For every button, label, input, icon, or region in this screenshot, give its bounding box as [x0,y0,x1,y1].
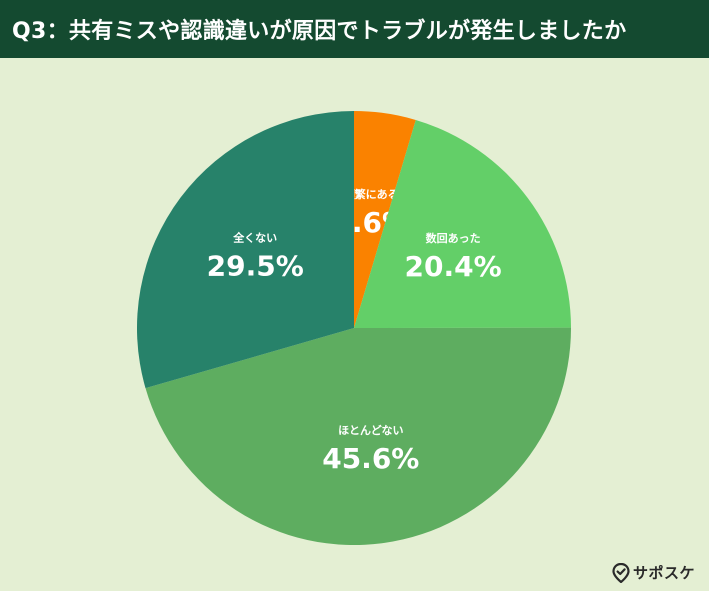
brand-logo: サポスケ [612,562,695,583]
pie-slice-3-label: ほとんどない [338,424,403,437]
location-pin-check-icon [612,562,630,583]
pie-slice-2-label: 数回あった [426,231,481,245]
pie-slice-1 [354,111,416,328]
pie-slice-1-label: 頻繁にある [344,187,399,201]
pie-slice-3-value: 45.6% [322,442,419,475]
brand-name: サポスケ [632,564,695,582]
pie-slice-4 [136,110,354,389]
pie-slice-4-label: 全くない [232,231,277,245]
pie-slice-2-value: 20.4% [405,250,502,283]
title-bar: Q3：共有ミスや認識違いが原因でトラブルが発生しましたか [0,0,709,58]
chart-title: Q3：共有ミスや認識違いが原因でトラブルが発生しましたか [12,19,627,44]
pie-slice-3 [145,327,572,546]
pie-slice-4-value: 29.5% [207,250,304,283]
pie-slice-2 [354,119,571,328]
